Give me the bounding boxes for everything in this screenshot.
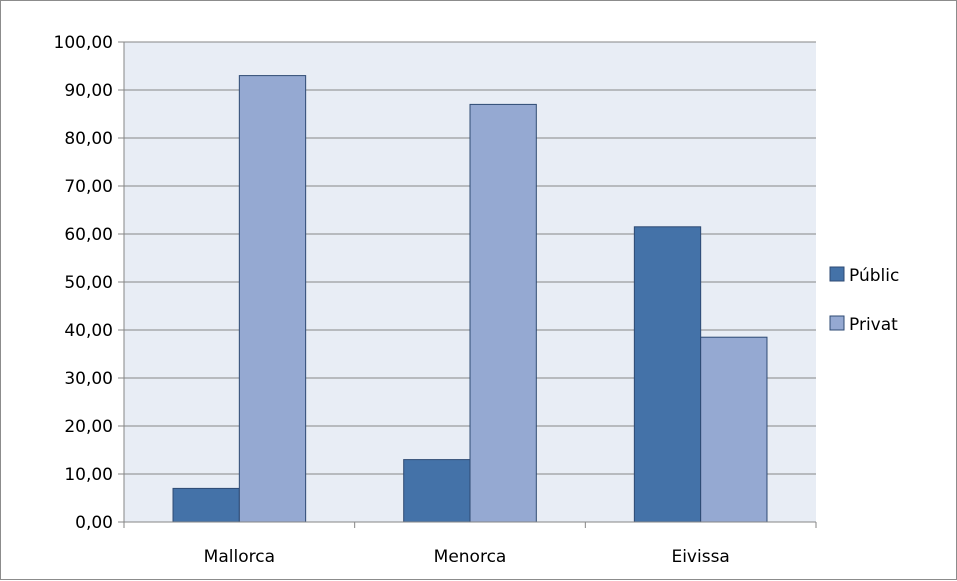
x-axis-ticks: Mallorca Menorca Eivissa xyxy=(123,522,817,567)
bar-privat-menorca xyxy=(469,103,537,523)
y-tick-label: 80,00 xyxy=(64,129,113,149)
y-tick-label: 20,00 xyxy=(64,417,113,437)
bar-públic-mallorca xyxy=(172,487,240,523)
y-tick-label: 0,00 xyxy=(75,513,113,533)
x-tick-label: Menorca xyxy=(434,547,507,567)
legend-swatch xyxy=(829,315,845,331)
y-tick-label: 40,00 xyxy=(64,321,113,341)
y-axis-ticks: 0,00 10,00 20,00 30,00 40,00 50,00 60,00 70,00 8… xyxy=(54,33,124,533)
bars xyxy=(172,75,768,523)
x-tick-label: Eivissa xyxy=(671,547,729,567)
legend: Públic Privat xyxy=(829,266,899,335)
y-tick-label: 60,00 xyxy=(64,225,113,245)
bar-privat-mallorca xyxy=(238,75,307,523)
y-tick-label: 70,00 xyxy=(64,177,113,197)
y-tick-label: 50,00 xyxy=(64,273,113,293)
x-tick-label: Mallorca xyxy=(204,547,275,567)
y-tick-label: 90,00 xyxy=(64,81,113,101)
legend-label: Privat xyxy=(849,315,898,335)
y-tick-label: 100,00 xyxy=(54,33,113,53)
bar-privat-eivissa xyxy=(700,336,768,523)
bar-públic-eivissa xyxy=(633,226,702,523)
y-tick-label: 10,00 xyxy=(64,465,113,485)
y-tick-label: 30,00 xyxy=(64,369,113,389)
legend-label: Públic xyxy=(849,266,899,286)
legend-swatch xyxy=(829,266,845,282)
bar-públic-menorca xyxy=(403,459,471,523)
